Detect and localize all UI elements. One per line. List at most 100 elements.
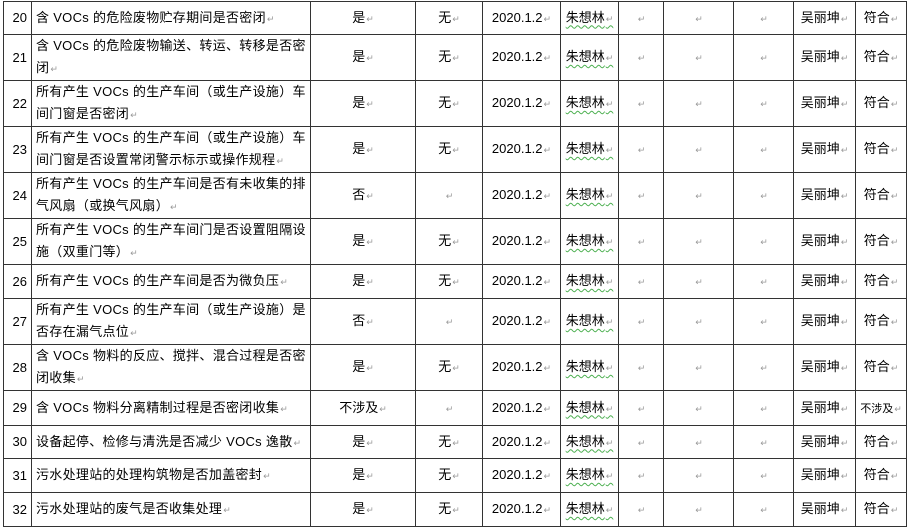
inspector-name-cell[interactable]: 朱想林 xyxy=(560,172,619,219)
check-item-cell[interactable]: 设备起停、检修与清洗是否减少 VOCs 逸散 xyxy=(31,425,311,459)
inspector-name-cell[interactable]: 朱想林 xyxy=(560,264,619,299)
check-date-cell[interactable]: 2020.1.2 xyxy=(482,298,561,345)
check-date-cell[interactable]: 2020.1.2 xyxy=(482,425,561,459)
row-number-cell[interactable]: 21 xyxy=(3,34,32,81)
reviewer-name-cell[interactable]: 吴丽坤 xyxy=(793,1,856,35)
conclusion-cell[interactable]: 符合 xyxy=(855,492,907,527)
check-item-cell[interactable]: 污水处理站的废气是否收集处理 xyxy=(31,492,311,527)
check-result-cell[interactable]: 是 xyxy=(310,492,416,527)
issue-found-cell[interactable] xyxy=(415,298,483,345)
conclusion-cell[interactable]: 符合 xyxy=(855,344,907,391)
blank-cell-cell[interactable] xyxy=(663,126,734,173)
conclusion-cell[interactable]: 不涉及 xyxy=(855,390,907,426)
conclusion-cell[interactable]: 符合 xyxy=(855,425,907,459)
check-result-cell[interactable]: 是 xyxy=(310,218,416,265)
blank-cell-cell[interactable] xyxy=(663,1,734,35)
check-result-cell[interactable]: 是 xyxy=(310,126,416,173)
row-number-cell[interactable]: 24 xyxy=(3,172,32,219)
reviewer-name-cell[interactable]: 吴丽坤 xyxy=(793,458,856,493)
inspector-name-cell[interactable]: 朱想林 xyxy=(560,34,619,81)
blank-cell-cell[interactable] xyxy=(618,172,664,219)
blank-cell-cell[interactable] xyxy=(733,298,794,345)
check-date-cell[interactable]: 2020.1.2 xyxy=(482,492,561,527)
check-date-cell[interactable]: 2020.1.2 xyxy=(482,458,561,493)
check-item-cell[interactable]: 所有产生 VOCs 的生产车间（或生产设施）是否存在漏气点位 xyxy=(31,298,311,345)
conclusion-cell[interactable]: 符合 xyxy=(855,34,907,81)
blank-cell-cell[interactable] xyxy=(618,126,664,173)
inspector-name-cell[interactable]: 朱想林 xyxy=(560,218,619,265)
check-item-cell[interactable]: 所有产生 VOCs 的生产车间（或生产设施）车间门窗是否密闭 xyxy=(31,80,311,127)
blank-cell-cell[interactable] xyxy=(733,344,794,391)
blank-cell-cell[interactable] xyxy=(663,425,734,459)
issue-found-cell[interactable]: 无 xyxy=(415,458,483,493)
conclusion-cell[interactable]: 符合 xyxy=(855,80,907,127)
issue-found-cell[interactable]: 无 xyxy=(415,492,483,527)
inspector-name-cell[interactable]: 朱想林 xyxy=(560,458,619,493)
check-date-cell[interactable]: 2020.1.2 xyxy=(482,80,561,127)
reviewer-name-cell[interactable]: 吴丽坤 xyxy=(793,425,856,459)
check-result-cell[interactable]: 否 xyxy=(310,172,416,219)
reviewer-name-cell[interactable]: 吴丽坤 xyxy=(793,492,856,527)
reviewer-name-cell[interactable]: 吴丽坤 xyxy=(793,390,856,426)
inspector-name-cell[interactable]: 朱想林 xyxy=(560,425,619,459)
blank-cell-cell[interactable] xyxy=(733,218,794,265)
row-number-cell[interactable]: 28 xyxy=(3,344,32,391)
blank-cell-cell[interactable] xyxy=(663,458,734,493)
row-number-cell[interactable]: 25 xyxy=(3,218,32,265)
check-item-cell[interactable]: 污水处理站的处理构筑物是否加盖密封 xyxy=(31,458,311,493)
check-date-cell[interactable]: 2020.1.2 xyxy=(482,218,561,265)
check-item-cell[interactable]: 所有产生 VOCs 的生产车间（或生产设施）车间门窗是否设置常闭警示标示或操作规… xyxy=(31,126,311,173)
blank-cell-cell[interactable] xyxy=(733,34,794,81)
conclusion-cell[interactable]: 符合 xyxy=(855,458,907,493)
issue-found-cell[interactable]: 无 xyxy=(415,34,483,81)
check-result-cell[interactable]: 是 xyxy=(310,34,416,81)
blank-cell-cell[interactable] xyxy=(618,34,664,81)
check-result-cell[interactable]: 是 xyxy=(310,344,416,391)
blank-cell-cell[interactable] xyxy=(618,1,664,35)
inspector-name-cell[interactable]: 朱想林 xyxy=(560,390,619,426)
check-item-cell[interactable]: 含 VOCs 物料的反应、搅拌、混合过程是否密闭收集 xyxy=(31,344,311,391)
check-date-cell[interactable]: 2020.1.2 xyxy=(482,344,561,391)
issue-found-cell[interactable] xyxy=(415,390,483,426)
blank-cell-cell[interactable] xyxy=(663,298,734,345)
issue-found-cell[interactable] xyxy=(415,172,483,219)
conclusion-cell[interactable]: 符合 xyxy=(855,218,907,265)
blank-cell-cell[interactable] xyxy=(733,80,794,127)
blank-cell-cell[interactable] xyxy=(733,126,794,173)
reviewer-name-cell[interactable]: 吴丽坤 xyxy=(793,298,856,345)
reviewer-name-cell[interactable]: 吴丽坤 xyxy=(793,344,856,391)
inspector-name-cell[interactable]: 朱想林 xyxy=(560,298,619,345)
issue-found-cell[interactable]: 无 xyxy=(415,126,483,173)
check-date-cell[interactable]: 2020.1.2 xyxy=(482,264,561,299)
inspector-name-cell[interactable]: 朱想林 xyxy=(560,126,619,173)
check-result-cell[interactable]: 是 xyxy=(310,264,416,299)
blank-cell-cell[interactable] xyxy=(733,458,794,493)
reviewer-name-cell[interactable]: 吴丽坤 xyxy=(793,34,856,81)
check-date-cell[interactable]: 2020.1.2 xyxy=(482,34,561,81)
blank-cell-cell[interactable] xyxy=(618,425,664,459)
conclusion-cell[interactable]: 符合 xyxy=(855,298,907,345)
blank-cell-cell[interactable] xyxy=(663,264,734,299)
blank-cell-cell[interactable] xyxy=(733,425,794,459)
blank-cell-cell[interactable] xyxy=(733,264,794,299)
row-number-cell[interactable]: 23 xyxy=(3,126,32,173)
blank-cell-cell[interactable] xyxy=(663,172,734,219)
blank-cell-cell[interactable] xyxy=(663,390,734,426)
issue-found-cell[interactable]: 无 xyxy=(415,1,483,35)
reviewer-name-cell[interactable]: 吴丽坤 xyxy=(793,126,856,173)
issue-found-cell[interactable]: 无 xyxy=(415,264,483,299)
blank-cell-cell[interactable] xyxy=(663,492,734,527)
blank-cell-cell[interactable] xyxy=(663,80,734,127)
reviewer-name-cell[interactable]: 吴丽坤 xyxy=(793,264,856,299)
blank-cell-cell[interactable] xyxy=(733,390,794,426)
blank-cell-cell[interactable] xyxy=(618,218,664,265)
conclusion-cell[interactable]: 符合 xyxy=(855,1,907,35)
blank-cell-cell[interactable] xyxy=(618,80,664,127)
inspector-name-cell[interactable]: 朱想林 xyxy=(560,344,619,391)
check-result-cell[interactable]: 是 xyxy=(310,1,416,35)
blank-cell-cell[interactable] xyxy=(733,172,794,219)
check-result-cell[interactable]: 否 xyxy=(310,298,416,345)
blank-cell-cell[interactable] xyxy=(618,492,664,527)
issue-found-cell[interactable]: 无 xyxy=(415,344,483,391)
check-item-cell[interactable]: 所有产生 VOCs 的生产车间是否有未收集的排气风扇（或换气风扇） xyxy=(31,172,311,219)
